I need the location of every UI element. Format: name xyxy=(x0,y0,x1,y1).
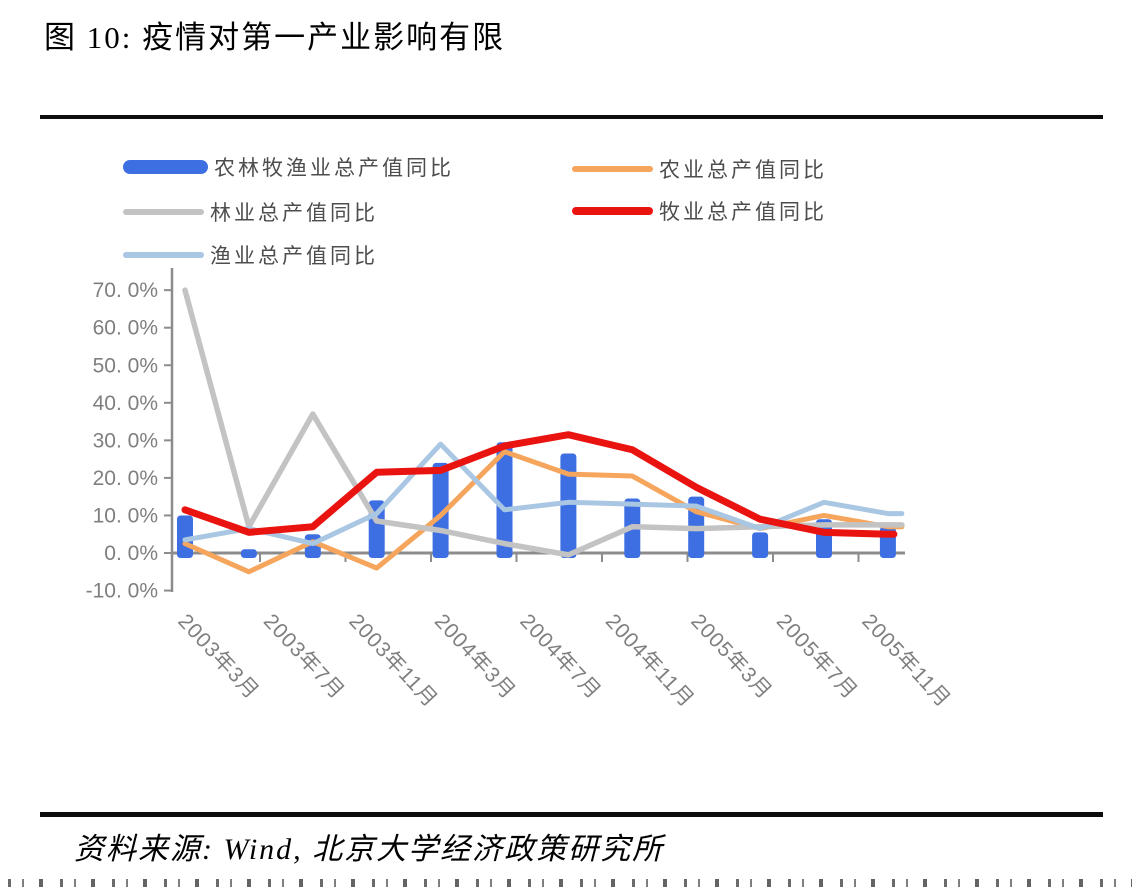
bar xyxy=(496,442,513,558)
line-swatch-icon xyxy=(572,166,653,172)
x-tick-label: 2003年7月 xyxy=(259,610,349,704)
x-tick-label: 2003年11月 xyxy=(344,610,442,712)
line-swatch-icon xyxy=(572,207,653,215)
x-tick-label: 2004年7月 xyxy=(515,610,605,704)
source-note: 资料来源: Wind, 北京大学经济政策研究所 xyxy=(74,833,665,866)
y-tick-label: 50. 0% xyxy=(93,354,158,377)
y-tick-label: 30. 0% xyxy=(93,429,158,452)
top-divider-rule xyxy=(40,115,1103,119)
legend-label: 牧业总产值同比 xyxy=(659,200,827,224)
figure-title: 图 10: 疫情对第一产业影响有限 xyxy=(44,20,506,55)
y-tick-label: 0. 0% xyxy=(104,542,158,565)
x-tick-label: 2005年11月 xyxy=(857,610,955,712)
bar xyxy=(752,532,769,558)
x-tick-label: 2003年3月 xyxy=(173,610,263,704)
x-tick-label: 2005年3月 xyxy=(686,610,776,704)
legend-item-fishery: 渔业总产值同比 xyxy=(123,240,378,270)
bottom-divider-rule xyxy=(40,812,1103,817)
bar-swatch-icon xyxy=(123,160,208,174)
bar xyxy=(432,462,449,558)
line-swatch-icon xyxy=(123,209,204,215)
line-渔业总产值同比 xyxy=(182,441,905,547)
line-牧业总产值同比 xyxy=(181,431,898,538)
line-林业总产值同比 xyxy=(182,287,905,558)
cut-off-text-line xyxy=(8,879,1132,887)
y-tick-label: 40. 0% xyxy=(93,392,158,415)
legend-label: 农林牧渔业总产值同比 xyxy=(214,156,454,180)
y-tick-label: 60. 0% xyxy=(93,317,158,340)
x-tick-label: 2004年11月 xyxy=(601,610,699,712)
legend-item-husbandry: 牧业总产值同比 xyxy=(572,196,827,226)
legend-label: 农业总产值同比 xyxy=(659,158,827,182)
y-tick-label: 10. 0% xyxy=(93,504,158,527)
legend-label: 渔业总产值同比 xyxy=(210,244,378,268)
x-tick-label: 2005年7月 xyxy=(772,610,862,704)
bar xyxy=(240,549,257,558)
legend-label: 林业总产值同比 xyxy=(210,201,378,225)
y-tick-label: 70. 0% xyxy=(93,279,158,302)
y-tick-label: -10. 0% xyxy=(86,580,158,603)
y-tick-label: 20. 0% xyxy=(93,467,158,490)
legend-item-forestry: 林业总产值同比 xyxy=(123,197,378,227)
legend-item-total: 农林牧渔业总产值同比 xyxy=(123,152,454,182)
line-swatch-icon xyxy=(123,252,204,258)
legend-item-agriculture: 农业总产值同比 xyxy=(572,154,827,184)
bar xyxy=(560,453,577,558)
x-tick-label: 2004年3月 xyxy=(430,610,520,704)
